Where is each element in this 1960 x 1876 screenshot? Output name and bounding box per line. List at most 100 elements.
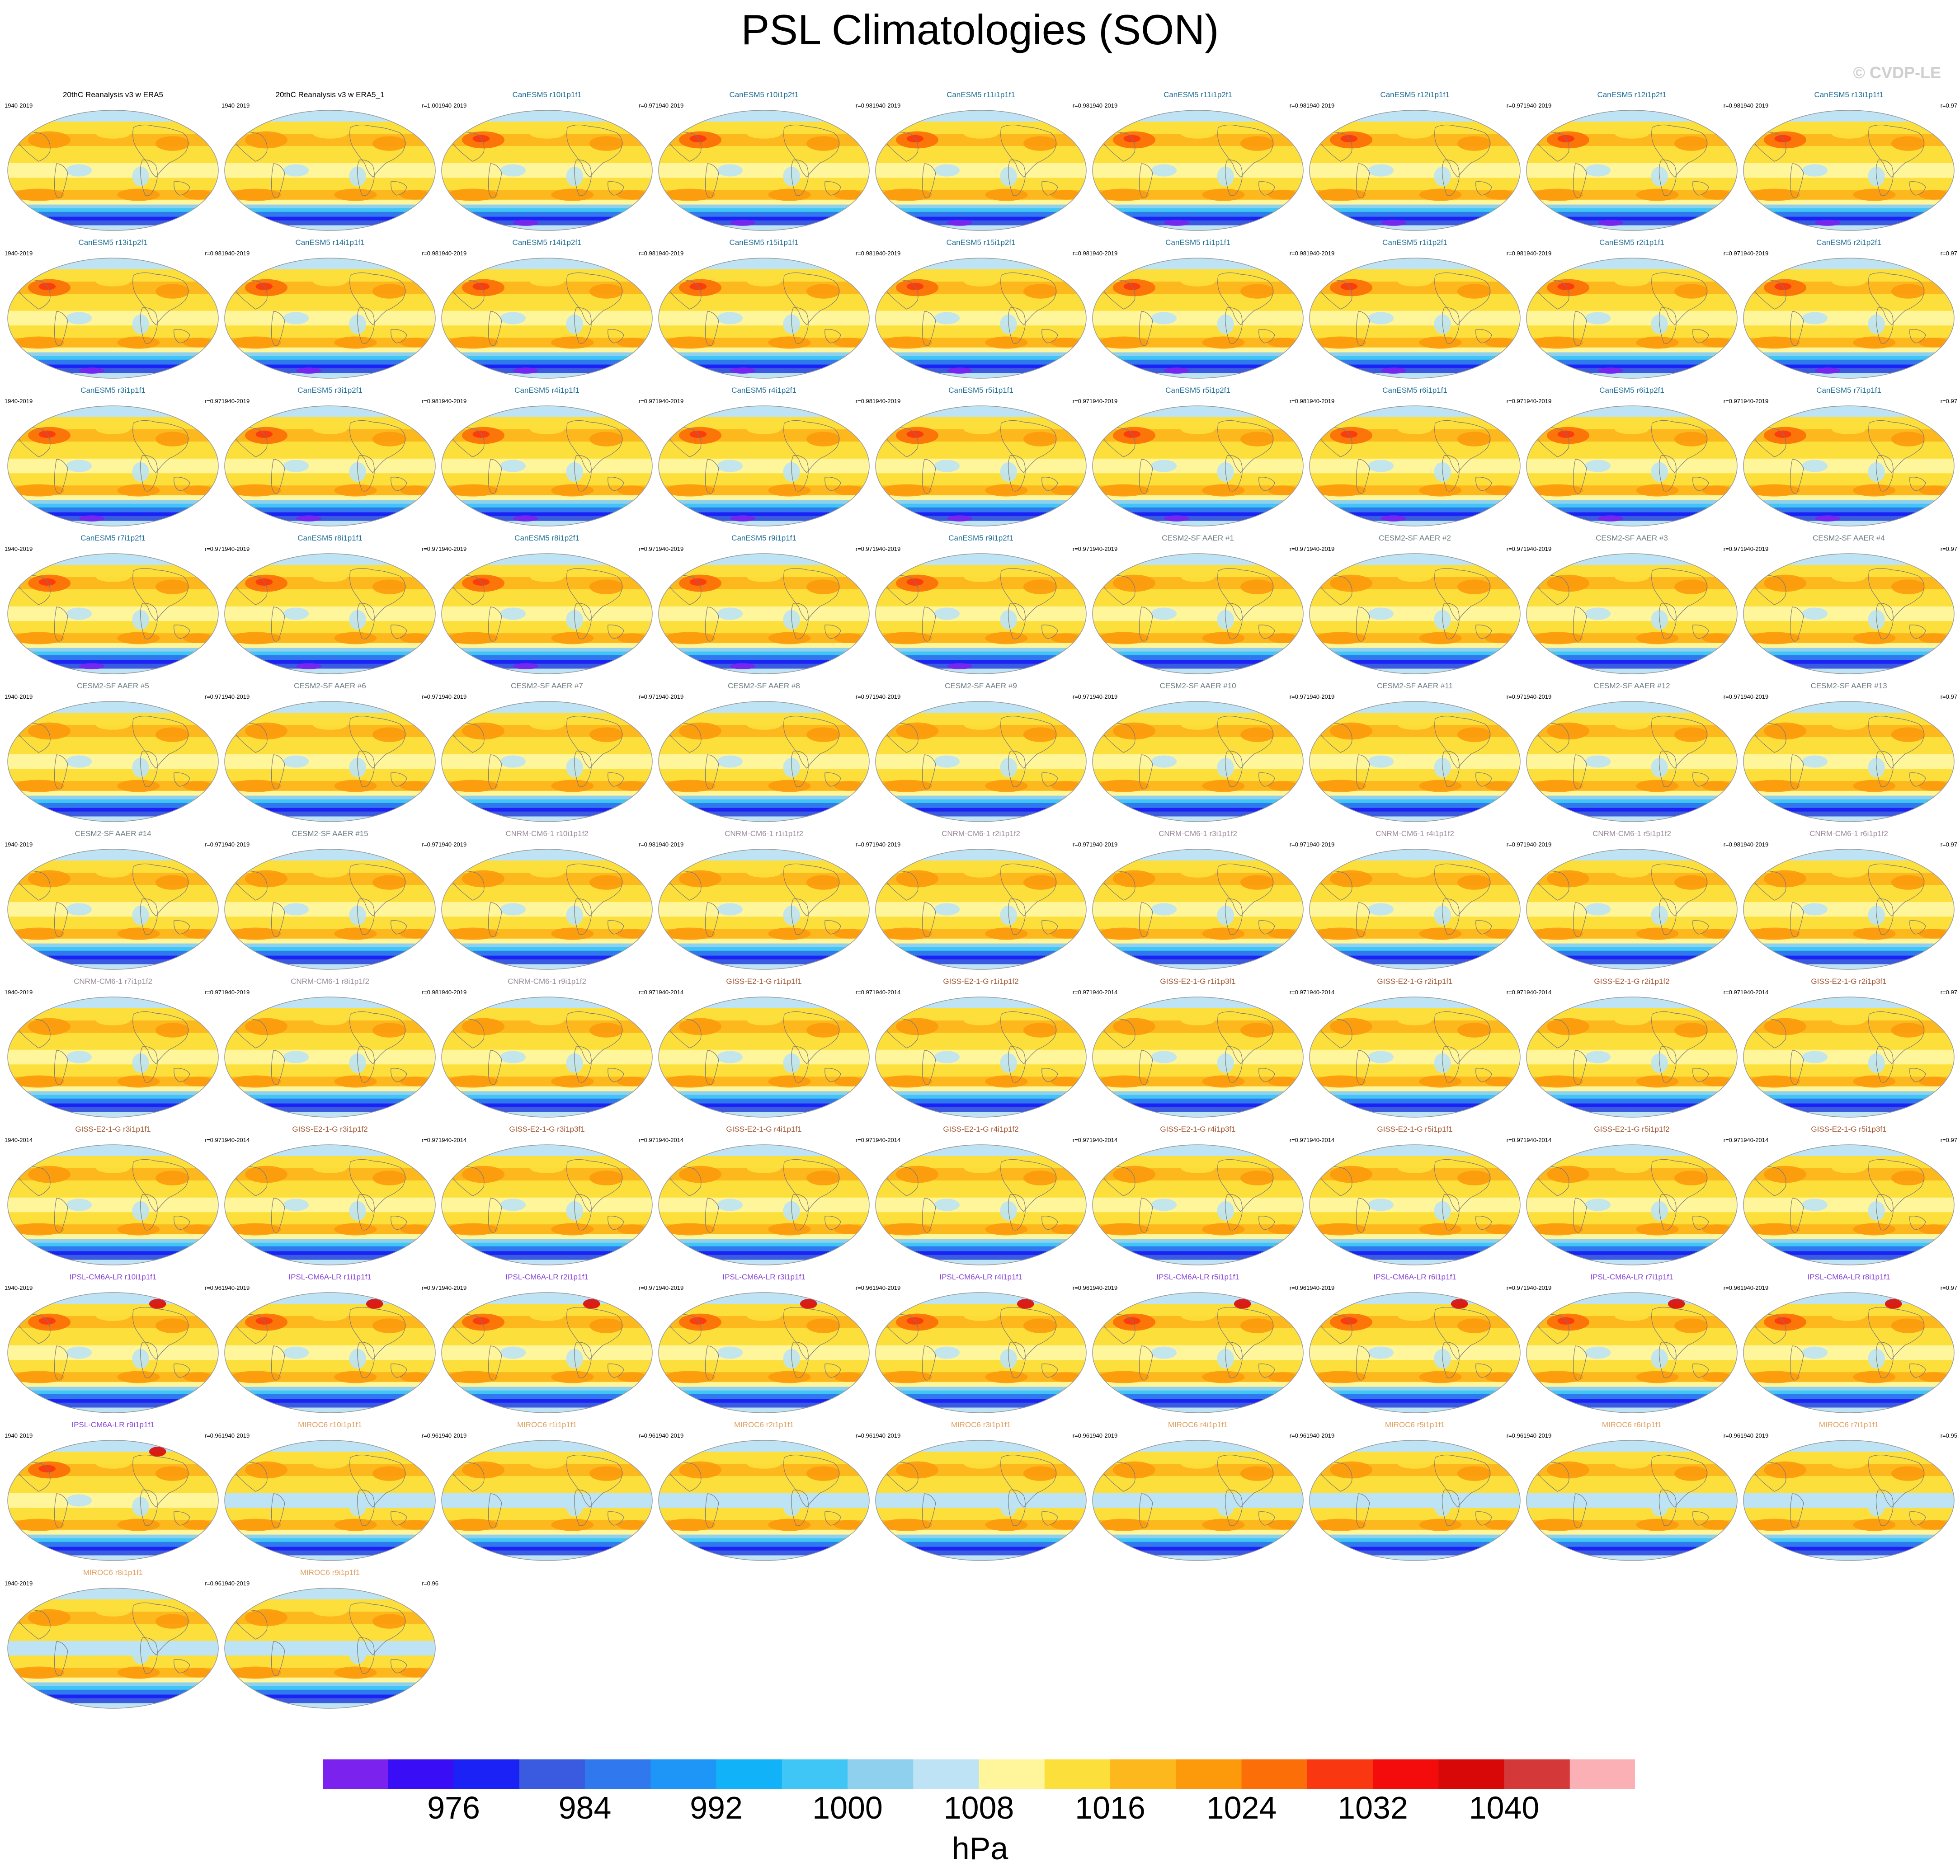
- map-panel: CanESM5 r1i1p2f1 1940-2019 r=0.98: [1306, 238, 1523, 383]
- continent-outline: [391, 477, 407, 491]
- panel-title: CanESM5 r13i1p1f1: [1814, 90, 1884, 99]
- continent-outline: [1356, 163, 1370, 198]
- pressure-band: [1310, 352, 1520, 357]
- pressure-feature: [1368, 460, 1394, 472]
- pressure-band: [8, 1239, 218, 1243]
- panel-correlation: r=0.97: [1072, 693, 1089, 700]
- pressure-band: [8, 1538, 218, 1542]
- psl-map: [1743, 1144, 1955, 1265]
- pressure-feature: [1919, 633, 1949, 643]
- pressure-band: [1310, 1345, 1520, 1360]
- pressure-feature: [617, 929, 647, 939]
- panel-title: GISS-E2-1-G r1i1p1f2: [943, 977, 1019, 986]
- psl-map: [7, 110, 219, 231]
- continent-outline: [825, 329, 841, 343]
- pressure-band: [8, 495, 218, 501]
- pressure-band: [1527, 663, 1737, 669]
- panel-correlation: r=0.97: [1940, 841, 1957, 848]
- pressure-band: [8, 1440, 218, 1452]
- pressure-feature: [462, 870, 504, 888]
- pressure-feature: [1268, 1224, 1298, 1234]
- panel-correlation: r=0.97: [855, 841, 872, 848]
- continent-outline: [1692, 920, 1709, 935]
- pressure-band: [876, 816, 1086, 822]
- map-panel: CanESM5 r12i1p2f1 1940-2019 r=0.98: [1523, 90, 1740, 235]
- psl-map: [1309, 701, 1521, 822]
- pressure-band: [1310, 808, 1520, 812]
- pressure-feature: [1419, 1223, 1462, 1236]
- colorbar-units: hPa: [952, 1831, 1008, 1866]
- continent-outline: [1100, 723, 1135, 753]
- pressure-feature: [985, 1519, 1028, 1531]
- pressure-feature: [1023, 875, 1058, 890]
- pressure-band: [1310, 1407, 1520, 1413]
- pressure-band: [1527, 1547, 1737, 1551]
- pressure-band: [1310, 364, 1520, 369]
- pressure-band: [442, 849, 652, 861]
- pressure-band: [8, 950, 218, 956]
- pressure-band: [876, 325, 1086, 338]
- continent-outline: [1008, 751, 1026, 787]
- pressure-band: [442, 1407, 652, 1413]
- pressure-band: [1310, 208, 1520, 212]
- pressure-feature: [1268, 1077, 1298, 1086]
- continent-outline: [791, 751, 809, 787]
- map-border: [875, 997, 1087, 1118]
- map-panel: GISS-E2-1-G r2i1p3f1 1940-2014 r=0.97: [1740, 977, 1957, 1122]
- panel-correlation: r=0.97: [1506, 102, 1523, 109]
- pressure-band: [1743, 1493, 1954, 1508]
- pressure-feature: [834, 929, 864, 939]
- pressure-feature: [447, 484, 498, 497]
- continent-outline: [54, 1345, 68, 1381]
- continent-outline: [1751, 1314, 1786, 1344]
- pressure-feature: [96, 1459, 130, 1469]
- pressure-band: [1527, 1390, 1737, 1395]
- map-panel: CanESM5 r5i1p1f1 1940-2019 r=0.97: [872, 386, 1089, 531]
- continent-outline: [1651, 1307, 1707, 1360]
- pressure-band: [1743, 204, 1954, 209]
- map-border: [875, 1440, 1087, 1561]
- pressure-feature: [1853, 188, 1896, 201]
- pressure-band: [1310, 1091, 1520, 1096]
- panel-title: GISS-E2-1-G r4i1p3f1: [1160, 1125, 1236, 1133]
- pressure-feature: [334, 927, 377, 940]
- pressure-band: [1093, 955, 1303, 960]
- panel-correlation: r=0.97: [1940, 693, 1957, 700]
- pressure-feature: [28, 1018, 71, 1035]
- pressure-band: [876, 701, 1086, 713]
- pressure-band: [876, 1538, 1086, 1542]
- pressure-band: [1743, 655, 1954, 661]
- pressure-feature: [183, 929, 213, 939]
- colorbar-swatch: [913, 1759, 979, 1790]
- pressure-feature: [1113, 870, 1155, 888]
- pressure-band: [1310, 701, 1520, 713]
- map-border: [7, 553, 219, 674]
- continent-outline: [1434, 1159, 1490, 1212]
- pressure-band: [225, 258, 435, 270]
- panel-period: 1940-2019: [1523, 102, 1552, 109]
- pressure-band: [1527, 790, 1737, 796]
- pressure-band: [1310, 849, 1520, 861]
- pressure-band: [1743, 163, 1954, 178]
- pressure-feature: [372, 1171, 407, 1185]
- pressure-band: [659, 347, 869, 353]
- pressure-feature: [1240, 432, 1275, 447]
- map-border: [7, 1292, 219, 1413]
- pressure-feature: [1457, 284, 1492, 299]
- panel-period: 1940-2019: [438, 398, 467, 404]
- panel-period: 1940-2014: [1740, 989, 1769, 996]
- pressure-band: [8, 1402, 218, 1408]
- pressure-band: [1743, 660, 1954, 664]
- pressure-band: [876, 1407, 1086, 1413]
- panel-title: CanESM5 r2i1p1f1: [1599, 238, 1664, 247]
- pressure-band: [1527, 373, 1737, 378]
- pressure-feature: [1532, 484, 1583, 497]
- pressure-band: [876, 1242, 1086, 1247]
- pressure-feature: [985, 1223, 1028, 1236]
- pressure-band: [442, 406, 652, 418]
- pressure-band: [1527, 621, 1737, 634]
- pressure-band: [876, 803, 1086, 809]
- pressure-band: [1093, 808, 1303, 812]
- panel-period: 1940-2019: [438, 989, 467, 996]
- pressure-band: [1743, 1239, 1954, 1243]
